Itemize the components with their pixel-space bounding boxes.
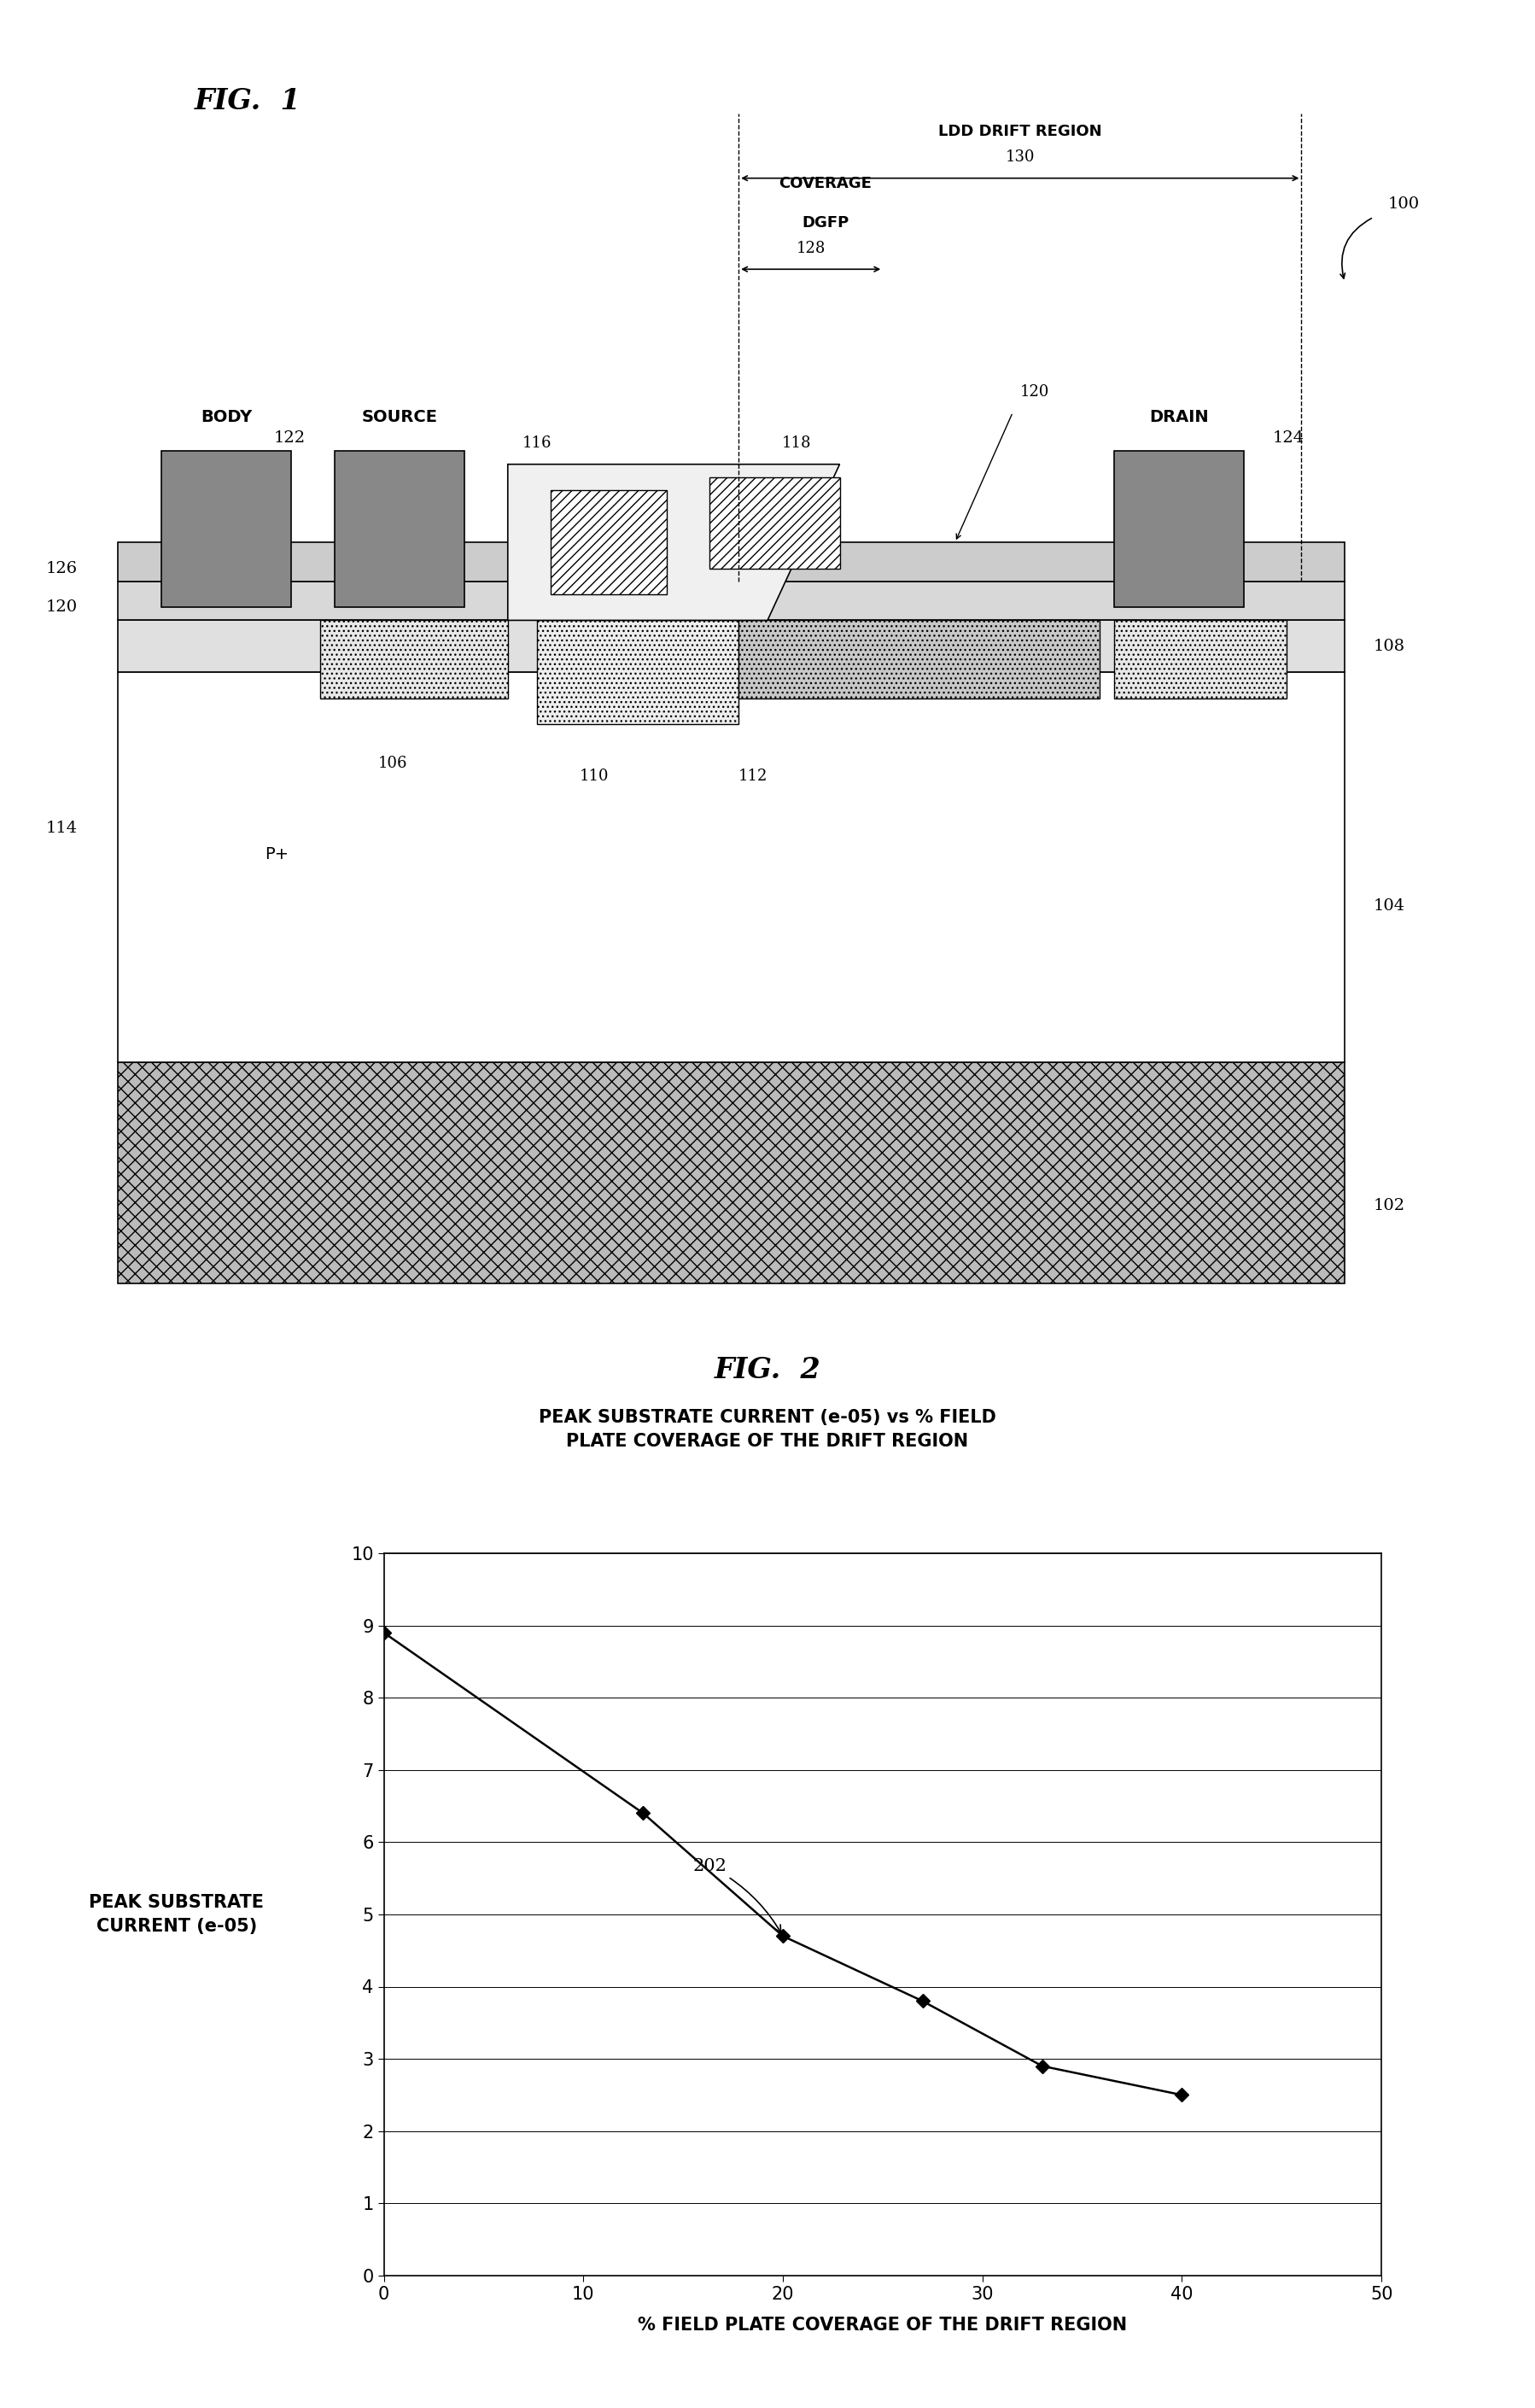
Bar: [118, 672, 1345, 1062]
Text: 100: 100: [1388, 197, 1420, 212]
Text: COVERAGE: COVERAGE: [778, 176, 872, 190]
Bar: [118, 621, 1345, 672]
Text: 118: 118: [781, 436, 812, 450]
Bar: [1114, 621, 1286, 698]
Text: 110: 110: [580, 768, 609, 785]
Text: P-Ch: P-Ch: [623, 667, 652, 679]
Text: LDD DRIFT REGION: LDD DRIFT REGION: [938, 123, 1102, 140]
Bar: [1114, 450, 1243, 607]
Text: FIG.  1: FIG. 1: [195, 87, 301, 116]
Text: 128: 128: [797, 241, 826, 255]
Text: 130: 130: [1005, 149, 1035, 166]
Text: BODY: BODY: [201, 409, 252, 426]
Polygon shape: [508, 465, 840, 621]
Text: 120: 120: [1019, 383, 1050, 400]
Text: FIG.  2: FIG. 2: [714, 1356, 821, 1385]
Text: N+: N+: [404, 653, 424, 665]
Text: N+: N+: [1190, 653, 1211, 665]
Bar: [321, 621, 508, 698]
Bar: [161, 450, 292, 607]
Text: 120: 120: [46, 600, 78, 614]
Text: SOURCE: SOURCE: [362, 409, 437, 426]
Text: 126: 126: [46, 561, 78, 576]
Text: P+: P+: [266, 845, 289, 862]
Text: 104: 104: [1374, 898, 1405, 915]
Text: DGFP: DGFP: [801, 214, 849, 231]
Text: 122: 122: [275, 431, 305, 445]
Bar: [738, 621, 1099, 698]
Text: PEAK SUBSTRATE CURRENT (e-05) vs % FIELD
PLATE COVERAGE OF THE DRIFT REGION: PEAK SUBSTRATE CURRENT (e-05) vs % FIELD…: [539, 1409, 996, 1450]
X-axis label: % FIELD PLATE COVERAGE OF THE DRIFT REGION: % FIELD PLATE COVERAGE OF THE DRIFT REGI…: [639, 2316, 1127, 2333]
Bar: [709, 477, 840, 568]
Text: 108: 108: [1374, 638, 1405, 655]
Bar: [118, 542, 1345, 580]
Text: 106: 106: [378, 756, 407, 771]
Text: 114: 114: [46, 821, 78, 836]
Bar: [118, 1062, 1345, 1283]
Text: 202: 202: [694, 1859, 781, 1934]
Bar: [551, 491, 666, 595]
Text: 124: 124: [1273, 431, 1305, 445]
Text: DRAIN: DRAIN: [1150, 409, 1208, 426]
Text: PEAK SUBSTRATE
CURRENT (e-05): PEAK SUBSTRATE CURRENT (e-05): [89, 1893, 264, 1936]
Text: LDD: LDD: [898, 653, 926, 665]
Bar: [537, 621, 738, 725]
Text: 116: 116: [522, 436, 551, 450]
Bar: [335, 450, 465, 607]
Bar: [118, 580, 1345, 621]
Text: 112: 112: [738, 768, 768, 785]
Text: 102: 102: [1374, 1197, 1405, 1214]
